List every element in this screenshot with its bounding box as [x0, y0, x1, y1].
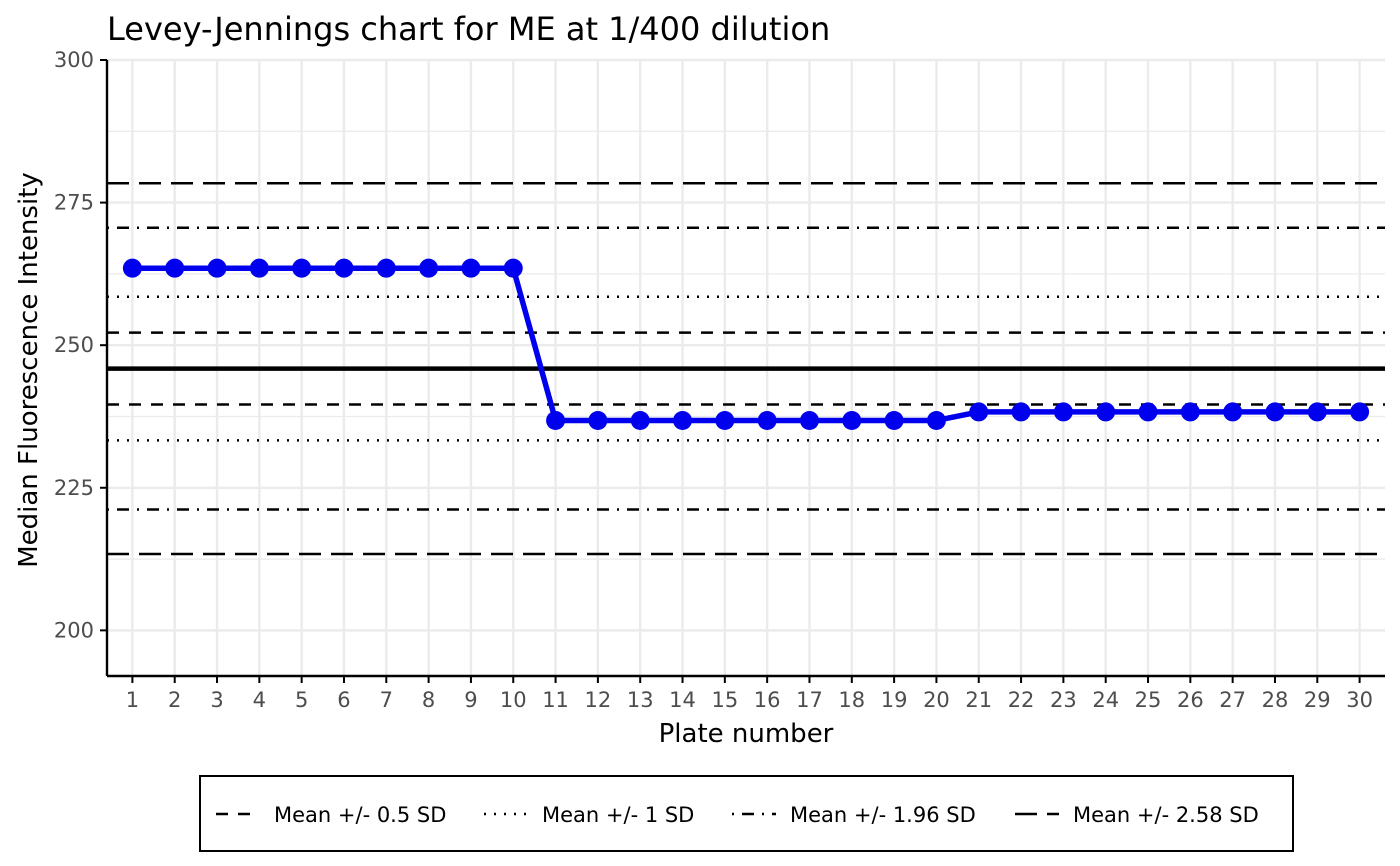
x-tick-label: 7	[380, 688, 393, 712]
data-series	[122, 258, 1370, 430]
data-point	[461, 258, 481, 278]
x-tick-label: 22	[1008, 688, 1035, 712]
x-tick-label: 21	[965, 688, 992, 712]
x-tick-label: 3	[210, 688, 223, 712]
x-tick-label: 16	[754, 688, 781, 712]
data-point	[1265, 402, 1285, 422]
chart-title: Levey-Jennings chart for ME at 1/400 dil…	[107, 10, 830, 48]
x-tick-label: 20	[923, 688, 950, 712]
reference-lines	[107, 181, 1385, 556]
x-tick-label: 8	[422, 688, 435, 712]
x-tick-label: 2	[168, 688, 181, 712]
data-point	[926, 410, 946, 430]
x-tick-label: 27	[1219, 688, 1246, 712]
x-tick-label: 30	[1346, 688, 1373, 712]
y-tick-label: 300	[54, 48, 94, 72]
legend-label: Mean +/- 1 SD	[542, 803, 694, 827]
x-tick-label: 26	[1177, 688, 1204, 712]
x-tick-label: 10	[500, 688, 527, 712]
x-tick-label: 19	[881, 688, 908, 712]
data-point	[207, 258, 227, 278]
data-point	[165, 258, 185, 278]
x-tick-label: 17	[796, 688, 823, 712]
data-point	[376, 258, 396, 278]
data-point	[673, 410, 693, 430]
data-point	[715, 410, 735, 430]
legend-label: Mean +/- 0.5 SD	[274, 803, 446, 827]
x-tick-label: 28	[1262, 688, 1289, 712]
data-point	[842, 410, 862, 430]
x-tick-label: 23	[1050, 688, 1077, 712]
axes	[100, 59, 1385, 683]
data-point	[1307, 402, 1327, 422]
data-point	[799, 410, 819, 430]
data-point	[1138, 402, 1158, 422]
x-tick-label: 11	[542, 688, 569, 712]
legend-box	[199, 775, 1294, 852]
x-tick-label: 14	[669, 688, 696, 712]
data-point	[1053, 402, 1073, 422]
data-point	[969, 402, 989, 422]
data-point	[1223, 402, 1243, 422]
y-axis-label: Median Fluorescence Intensity	[14, 172, 44, 568]
y-tick-label: 225	[54, 476, 94, 500]
data-point	[419, 258, 439, 278]
legend-label: Mean +/- 1.96 SD	[790, 803, 976, 827]
y-tick-label: 200	[54, 618, 94, 642]
x-axis-label: Plate number	[659, 719, 834, 749]
x-tick-label: 24	[1092, 688, 1119, 712]
data-point	[503, 258, 523, 278]
x-tick-label: 5	[295, 688, 308, 712]
x-tick-label: 4	[253, 688, 266, 712]
x-tick-label: 9	[464, 688, 477, 712]
x-tick-label: 18	[838, 688, 865, 712]
data-point	[1096, 402, 1116, 422]
x-tick-label: 13	[627, 688, 654, 712]
data-point	[884, 410, 904, 430]
y-tick-label: 275	[54, 191, 94, 215]
data-point	[546, 410, 566, 430]
data-point	[757, 410, 777, 430]
x-tick-label: 29	[1304, 688, 1331, 712]
data-point	[122, 258, 142, 278]
data-point	[334, 258, 354, 278]
x-tick-label: 1	[126, 688, 139, 712]
data-point	[1180, 402, 1200, 422]
data-point	[1011, 402, 1031, 422]
x-tick-label: 12	[585, 688, 612, 712]
x-tick-label: 15	[711, 688, 738, 712]
legend: Mean +/- 0.5 SD Mean +/- 1 SD Mean +/- 1.9…	[199, 775, 1294, 852]
x-tick-label: 25	[1135, 688, 1162, 712]
legend-label: Mean +/- 2.58 SD	[1073, 803, 1259, 827]
x-tick-label: 6	[337, 688, 350, 712]
data-point	[292, 258, 312, 278]
data-point	[630, 410, 650, 430]
data-point	[1350, 402, 1370, 422]
data-point	[249, 258, 269, 278]
y-tick-label: 250	[54, 333, 94, 357]
data-point	[588, 410, 608, 430]
